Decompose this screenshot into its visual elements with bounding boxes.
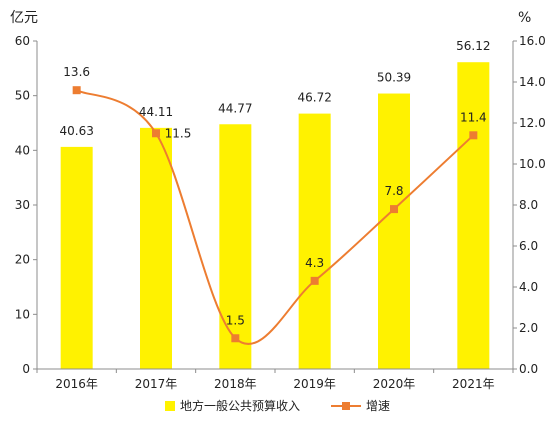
bar-label-4: 50.39	[377, 71, 411, 85]
growth-label-1: 11.5	[165, 126, 192, 140]
growth-marker-5	[469, 131, 478, 140]
bar-label-5: 56.12	[456, 39, 490, 53]
growth-label-3: 4.3	[305, 256, 324, 270]
x-tick-label-0: 2016年	[55, 377, 98, 391]
x-tick-label-1: 2017年	[135, 377, 178, 391]
right-tick-label-6: 12.0	[519, 116, 546, 130]
left-tick-label-1: 10	[15, 307, 30, 321]
growth-marker-0	[72, 86, 81, 95]
growth-marker-1	[152, 129, 160, 138]
x-tick-label-4: 2020年	[373, 377, 416, 391]
bar-label-0: 40.63	[59, 124, 93, 138]
right-tick-label-8: 16.0	[519, 34, 546, 48]
bar-0	[60, 146, 93, 369]
bar-2	[219, 124, 252, 370]
bar-label-1: 44.11	[139, 105, 173, 119]
right-tick-label-4: 8.0	[519, 198, 538, 212]
growth-marker-3	[310, 276, 319, 285]
legend-bar-swatch	[165, 401, 175, 411]
legend-line-label: 增速	[366, 399, 390, 413]
left-tick-label-4: 40	[15, 143, 30, 157]
right-tick-label-0: 0.0	[519, 362, 538, 376]
left-tick-label-3: 30	[15, 198, 30, 212]
x-tick-label-2: 2018年	[214, 377, 257, 391]
legend-bar-label: 地方一般公共预算收入	[180, 398, 300, 413]
growth-label-4: 7.8	[384, 184, 403, 198]
right-tick-label-2: 4.0	[519, 280, 538, 294]
bar-3	[298, 113, 331, 369]
growth-label-2: 1.5	[226, 313, 245, 327]
growth-line	[76, 89, 475, 346]
right-tick-label-1: 2.0	[519, 321, 538, 335]
right-tick-label-5: 10.0	[519, 157, 546, 171]
growth-marker-2	[231, 334, 240, 343]
right-tick-label-7: 14.0	[519, 75, 546, 89]
growth-label-5: 11.4	[460, 110, 487, 124]
left-tick-label-2: 20	[15, 253, 30, 267]
legend-line-marker	[342, 402, 350, 410]
left-tick-label-6: 60	[15, 34, 30, 48]
left-axis-unit: 亿元	[10, 10, 38, 26]
bar-4	[378, 93, 410, 369]
bar-label-2: 44.77	[218, 101, 252, 115]
right-tick-label-3: 6.0	[519, 239, 538, 253]
right-axis-unit: %	[518, 10, 531, 26]
bar-1	[140, 127, 172, 370]
x-tick-label-5: 2021年	[452, 377, 495, 391]
growth-label-0: 13.6	[63, 65, 90, 79]
left-tick-label-0: 0	[22, 362, 30, 376]
left-tick-label-5: 50	[15, 89, 30, 103]
growth-marker-4	[390, 205, 398, 214]
bar-5	[457, 62, 490, 370]
bar-label-3: 46.72	[297, 91, 331, 105]
x-tick-label-3: 2019年	[293, 377, 336, 391]
